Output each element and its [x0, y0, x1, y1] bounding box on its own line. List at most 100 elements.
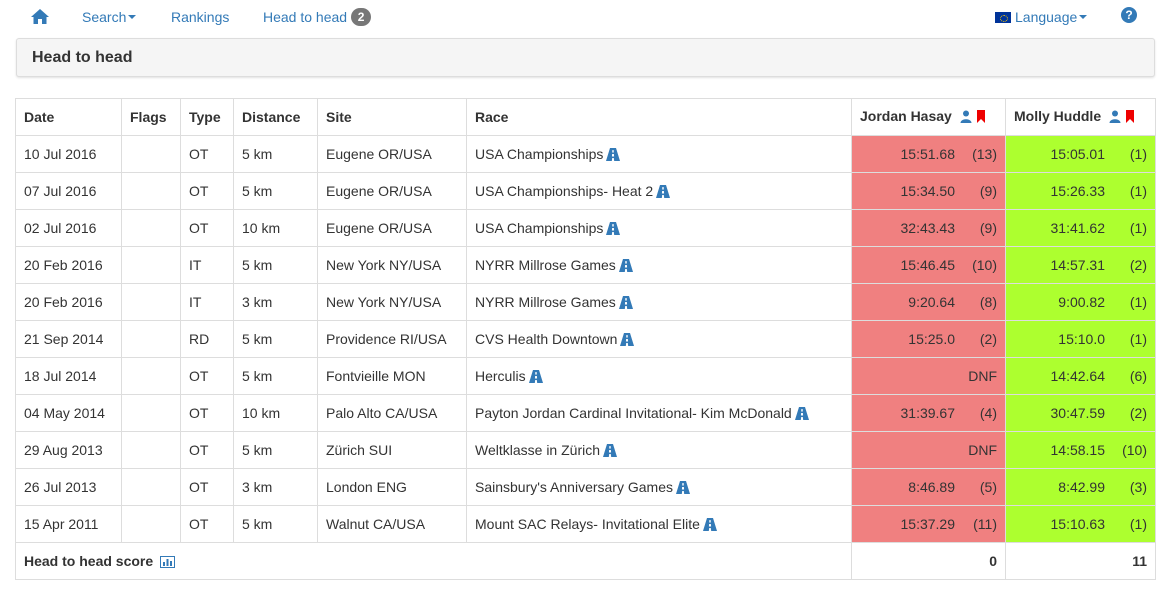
- site-cell: Eugene OR/USA: [317, 209, 467, 247]
- athlete-2-place: (1): [1129, 146, 1147, 162]
- athlete-2-result-cell: 31:41.62 (1): [1005, 209, 1156, 247]
- road-icon[interactable]: [620, 333, 635, 346]
- road-icon[interactable]: [603, 444, 618, 457]
- athlete-1-time: DNF: [968, 368, 997, 384]
- athlete-1-place: (9): [979, 183, 997, 199]
- date-cell: 20 Feb 2016: [15, 283, 122, 321]
- flags-cell: [121, 468, 181, 506]
- athlete-1-result-cell: 31:39.67 (4): [851, 394, 1006, 432]
- date-cell: 02 Jul 2016: [15, 209, 122, 247]
- athlete-1-place: (13): [972, 146, 997, 162]
- search-label: Search: [82, 9, 127, 25]
- athlete-1-time: DNF: [968, 442, 997, 458]
- table-row: 10 Jul 2016 OT 5 km Eugene OR/USA USA Champi…: [15, 135, 1156, 173]
- athlete-2-name[interactable]: Molly Huddle: [1014, 108, 1102, 124]
- bar-chart-icon[interactable]: [160, 556, 176, 568]
- athlete-2-place: (2): [1129, 257, 1147, 273]
- road-icon[interactable]: [794, 407, 809, 420]
- head-to-head-link[interactable]: Head to head 2: [263, 0, 372, 36]
- date-cell: 20 Feb 2016: [15, 246, 122, 284]
- col-header-site[interactable]: Site: [317, 98, 467, 136]
- athlete-2-time: 14:42.64: [1050, 368, 1106, 384]
- col-header-race[interactable]: Race: [466, 98, 852, 136]
- road-icon[interactable]: [618, 296, 633, 309]
- type-cell: OT: [180, 431, 234, 469]
- col-header-flags[interactable]: Flags: [121, 98, 181, 136]
- table-row: 26 Jul 2013 OT 3 km London ENG Sainsbury's A…: [15, 468, 1156, 506]
- site-cell: Providence RI/USA: [317, 320, 467, 358]
- athlete-1-place: (10): [972, 257, 997, 273]
- race-name: Sainsbury's Anniversary Games: [475, 479, 673, 495]
- athlete-2-result-cell: 15:10.0 (1): [1005, 320, 1156, 358]
- chevron-down-icon: [128, 15, 137, 20]
- language-menu[interactable]: Language: [995, 0, 1088, 36]
- race-cell: USA Championships: [466, 135, 852, 173]
- flag-bookmark-icon[interactable]: [976, 110, 986, 123]
- head-to-head-label: Head to head: [263, 9, 348, 25]
- athlete-2-time: 8:42.99: [1058, 479, 1105, 495]
- rankings-link[interactable]: Rankings: [171, 9, 230, 25]
- race-name: Weltklasse in Zürich: [475, 442, 601, 458]
- athlete-1-time: 15:37.29: [900, 516, 956, 532]
- question-circle-icon[interactable]: ?: [1121, 7, 1137, 23]
- athlete-2-place: (1): [1129, 331, 1147, 347]
- road-icon[interactable]: [702, 518, 717, 531]
- race-name: Herculis: [475, 368, 526, 384]
- road-icon[interactable]: [675, 481, 690, 494]
- road-icon[interactable]: [606, 222, 621, 235]
- athlete-2-result-cell: 14:57.31 (2): [1005, 246, 1156, 284]
- race-cell: USA Championships: [466, 209, 852, 247]
- athlete-1-time: 15:51.68: [900, 146, 956, 162]
- athlete-1-result-cell: 15:34.50 (9): [851, 172, 1006, 210]
- table-row: 21 Sep 2014 RD 5 km Providence RI/USA CVS He…: [15, 320, 1156, 358]
- table-row: 04 May 2014 OT 10 km Palo Alto CA/USA Payton…: [15, 394, 1156, 432]
- page-header-panel: Head to head: [16, 38, 1155, 77]
- athlete-2-place: (6): [1129, 368, 1147, 384]
- type-cell: IT: [180, 283, 234, 321]
- score-athlete-2: 11: [1005, 542, 1156, 580]
- search-menu[interactable]: Search: [82, 0, 137, 36]
- distance-cell: 5 km: [233, 431, 318, 469]
- user-icon[interactable]: [960, 110, 972, 123]
- date-cell: 07 Jul 2016: [15, 172, 122, 210]
- road-icon[interactable]: [528, 370, 543, 383]
- flag-bookmark-icon[interactable]: [1125, 110, 1135, 123]
- user-icon[interactable]: [1109, 110, 1121, 123]
- date-cell: 21 Sep 2014: [15, 320, 122, 358]
- athlete-2-time: 9:00.82: [1058, 294, 1105, 310]
- distance-cell: 5 km: [233, 320, 318, 358]
- athlete-1-place: (8): [979, 294, 997, 310]
- road-icon[interactable]: [656, 185, 671, 198]
- flags-cell: [121, 394, 181, 432]
- athlete-2-result-cell: 15:10.63 (1): [1005, 505, 1156, 543]
- col-header-distance[interactable]: Distance: [233, 98, 318, 136]
- athlete-1-result-cell: 9:20.64 (8): [851, 283, 1006, 321]
- athlete-2-result-cell: 30:47.59 (2): [1005, 394, 1156, 432]
- score-athlete-1: 0: [851, 542, 1006, 580]
- site-cell: Palo Alto CA/USA: [317, 394, 467, 432]
- col-header-date[interactable]: Date: [15, 98, 122, 136]
- col-header-type[interactable]: Type: [180, 98, 234, 136]
- flags-cell: [121, 320, 181, 358]
- table-row: 29 Aug 2013 OT 5 km Zürich SUI Weltklasse in…: [15, 431, 1156, 469]
- table-row: 02 Jul 2016 OT 10 km Eugene OR/USA USA Champ…: [15, 209, 1156, 247]
- race-cell: Sainsbury's Anniversary Games: [466, 468, 852, 506]
- home-icon[interactable]: [30, 8, 52, 28]
- athlete-2-result-cell: 14:58.15 (10): [1005, 431, 1156, 469]
- athlete-1-name[interactable]: Jordan Hasay: [860, 108, 952, 124]
- type-cell: OT: [180, 172, 234, 210]
- road-icon[interactable]: [618, 259, 633, 272]
- athlete-2-time: 14:57.31: [1050, 257, 1106, 273]
- site-cell: Fontvieille MON: [317, 357, 467, 395]
- race-name: USA Championships: [475, 146, 604, 162]
- athlete-2-time: 15:26.33: [1050, 183, 1106, 199]
- road-icon[interactable]: [606, 148, 621, 161]
- flags-cell: [121, 505, 181, 543]
- site-cell: Zürich SUI: [317, 431, 467, 469]
- athlete-2-place: (10): [1122, 442, 1147, 458]
- athlete-1-time: 15:46.45: [900, 257, 956, 273]
- distance-cell: 5 km: [233, 135, 318, 173]
- top-navbar: Search Rankings Head to head 2 Language ?: [0, 0, 1158, 36]
- race-name: USA Championships- Heat 2: [475, 183, 654, 199]
- athlete-1-place: (2): [979, 331, 997, 347]
